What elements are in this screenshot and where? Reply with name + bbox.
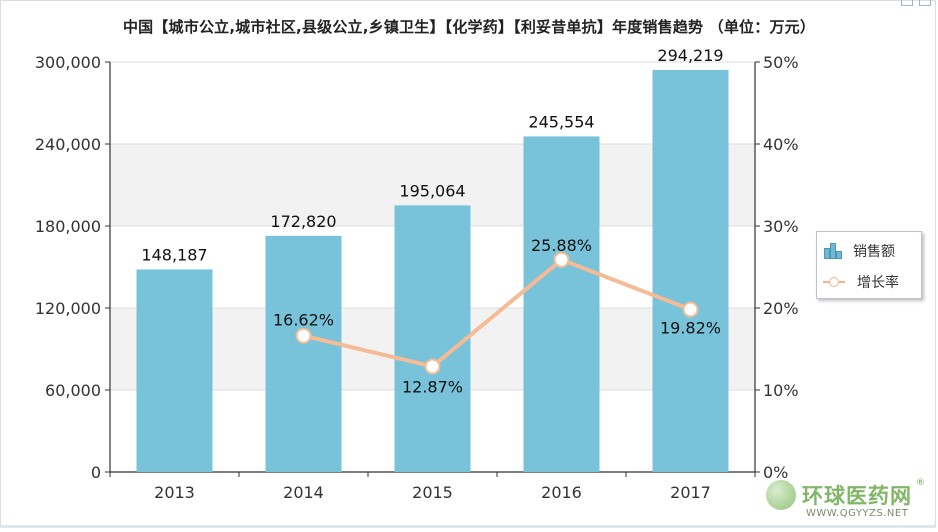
- legend-label-growth: 增长率: [857, 275, 899, 291]
- x-tick-label: 2014: [283, 483, 324, 502]
- bar-value-label: 195,064: [399, 181, 465, 200]
- y-tick-label: 60,000: [45, 381, 101, 400]
- growth-value-label: 25.88%: [531, 236, 592, 255]
- y2-tick-label: 10%: [763, 381, 799, 400]
- bar-value-label: 294,219: [657, 46, 723, 65]
- watermark: 环球医药网 ® WWW.QGYYZS.NET: [766, 476, 936, 526]
- bar-series-icon: [823, 243, 842, 259]
- bar: [523, 136, 600, 472]
- watermark-url: WWW.QGYYZS.NET: [806, 508, 909, 519]
- line-series-icon: [823, 276, 845, 288]
- growth-value-label: 16.62%: [273, 311, 334, 330]
- bar: [265, 235, 342, 472]
- toolbar-icons[interactable]: [901, 0, 931, 6]
- y-tick-label: 0: [91, 463, 101, 482]
- y2-tick-label: 40%: [763, 135, 799, 154]
- bar: [652, 69, 729, 473]
- growth-line: [303, 257, 692, 369]
- watermark-brand: 环球医药网: [802, 484, 912, 508]
- chart-legend[interactable]: 销售额 增长率: [816, 231, 922, 299]
- growth-point: [424, 358, 441, 375]
- bar-value-label: 148,187: [141, 245, 207, 264]
- growth-value-label: 19.82%: [660, 318, 721, 337]
- bar: [136, 269, 213, 472]
- y-tick-label: 240,000: [35, 135, 101, 154]
- growth-value-label: 12.87%: [402, 377, 463, 396]
- y2-tick-label: 50%: [763, 53, 799, 72]
- y-tick-label: 120,000: [35, 299, 101, 318]
- chart-title: 中国【城市公立,城市社区,县级公立,乡镇卫生】【化学药】【利妥昔单抗】年度销售趋…: [122, 18, 816, 36]
- legend-label-sales: 销售额: [853, 244, 895, 260]
- y-tick-label: 180,000: [35, 217, 101, 236]
- x-tick-label: 2015: [412, 483, 453, 502]
- growth-point: [295, 327, 312, 344]
- x-tick-label: 2016: [541, 483, 582, 502]
- bar: [394, 205, 471, 472]
- growth-point: [553, 251, 570, 268]
- registered-mark: ®: [916, 478, 925, 488]
- globe-logo-icon: [766, 480, 796, 510]
- legend-item-sales[interactable]: 销售额: [823, 241, 895, 261]
- y-tick-label: 300,000: [35, 53, 101, 72]
- y2-tick-label: 30%: [763, 217, 799, 236]
- export-icon[interactable]: [901, 0, 913, 6]
- legend-item-growth[interactable]: 增长率: [823, 272, 899, 292]
- x-tick-label: 2017: [670, 483, 711, 502]
- menu-icon[interactable]: [919, 0, 931, 6]
- y2-tick-label: 20%: [763, 299, 799, 318]
- bar-value-label: 172,820: [270, 212, 336, 231]
- x-tick-label: 2013: [154, 483, 195, 502]
- y2-tick-label: 0%: [763, 463, 788, 482]
- bar-value-label: 245,554: [528, 112, 594, 131]
- growth-point: [682, 301, 699, 318]
